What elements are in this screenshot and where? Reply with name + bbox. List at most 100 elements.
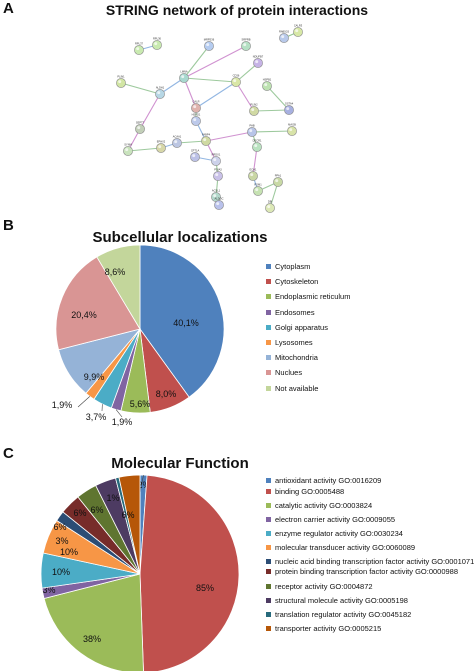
legend-label: catalytic activity GO:0003824 [275,501,373,511]
network-node-label: NDUFB7 [253,55,264,59]
network-node-label: ALDH1 [156,86,165,90]
network-node-acsl1: ACSL1 [211,189,221,202]
pie-label-translation-regulator-activity: 1% [106,493,119,503]
network-node-label: SYNM [124,143,132,147]
network-edge [120,82,161,95]
pie-label-antioxidant-activity: 2% [137,480,150,490]
network-node-fabp4: FABP4 [201,133,211,146]
network-edge [183,77,237,83]
network-edge [235,81,255,112]
legend-label: Endoplasmic reticulum [275,292,351,302]
network-edge [183,45,210,79]
network-node-srprb: SRPRB [241,38,251,51]
pie-label-molecular-transducer-activity: 10% [60,547,78,557]
network-edge [205,131,253,142]
legend-swatch [266,355,271,361]
network-node-aldoc: ALDOC [214,197,224,210]
panel-b-letter: B [3,217,14,234]
network-node-label: CALR [193,100,200,104]
network-edge [195,81,237,109]
network-node-label: RPL37 [135,42,143,46]
network-node-label: ALDOC [215,197,224,201]
pie-label-receptor-activity: 6% [73,508,86,518]
function-chart-title: Molecular Function [111,455,249,472]
network-node-rab5c6: RAB5C6 [279,30,290,43]
legend-swatch [266,569,271,575]
network-node-synm: SYNM [123,143,133,156]
pie-slice-catalytic-activity [43,573,144,671]
network-node-gsta4: GSTA4 [284,102,294,115]
network-node-label: CALR3 [294,24,303,28]
network-node-label: HSPB1 [263,78,272,82]
legend-label: nucleic acid binding transcription facto… [275,557,474,567]
pie-label-lysosomes: 1,9% [52,400,73,410]
panel-a-letter: A [3,0,14,17]
pie-label-golgi-apparatus: 3,7% [86,412,107,422]
network-node-label: CD36 [233,74,240,78]
legend-swatch [266,503,271,509]
network-edge [183,77,197,109]
network-node-aldh1: ALDH1 [155,86,165,99]
pie-leader-line [77,396,91,408]
pie-slice-transporter-activity [118,474,141,575]
legend-label: Endosomes [275,307,315,317]
pie-label-endoplasmic-reticulum: 5,6% [130,399,151,409]
network-edge [127,147,162,152]
network-node-label: PLIN1 [117,75,125,79]
network-node-label: GSTA4 [285,102,294,106]
network-edge [251,130,293,133]
legend-label: Nuclues [275,368,303,378]
network-node-pgm1: PGM1 [253,183,263,196]
legend-label: Lysosomes [275,337,313,347]
pie-slice-nuclues [55,256,141,351]
network-node-pdia3: PDIA3 [213,168,223,181]
legend-swatch [266,385,271,391]
network-node-hspb1: HSPB1 [262,78,272,91]
localization-pie: 40,1% 8,0% 5,6% 1,9% 3,7% 1,9% 9,9% 20,4% 8,6% [52,244,225,427]
network-edge [139,93,161,130]
pie-slice-binding [139,474,240,671]
pie-label-enzyme-regulator-activity: 10% [52,567,70,577]
network-node-label: PRDX1 [212,153,221,157]
pie-label-catalytic-activity: 38% [83,634,101,644]
network-node-mrps36: MRPS36 [204,38,215,51]
network-node-calr: CALR [191,100,201,113]
network-node-label: SRPRB [242,38,251,42]
legend-label: Cytoplasm [275,262,311,271]
legend-label: molecular transducer activity GO:0060089 [275,543,416,553]
network-node-label: RPL36 [153,37,161,41]
legend-swatch [266,370,271,376]
network-node-label: FABP4 [202,133,211,137]
network-node-rpl37: RPL37 [134,42,144,55]
pie-label-endosomes: 1,9% [112,417,133,427]
network-node-label: DECR1 [253,139,262,143]
network-node-acaa1: ACAA1 [172,135,182,148]
network-edge [253,109,290,112]
network-edge [266,85,290,111]
pie-label-not-available: 8,6% [105,267,126,277]
legend-label: transporter activity GO:0005215 [275,624,382,634]
legend-label: Cytoskeleton [275,277,319,287]
legend-swatch [266,478,271,483]
network-node-ephx2: EPHX2 [156,140,166,153]
network-node-label: MRPS36 [204,38,215,42]
legend-label: translation regulator activity GO:004518… [275,610,412,620]
pie-label-cytoskeleton: 8,0% [156,389,177,399]
network-node-hspd1: HSPD1 [191,113,201,126]
legend-swatch [266,279,271,285]
network-node-dbi: DBI [265,200,275,213]
legend-label: Not available [275,383,319,393]
network-node-lmna: LMNA [179,70,189,83]
pie-slice-cytoplasm [139,244,225,398]
pie-label-cytoplasm: 40,1% [173,318,199,328]
network-node-label: ACSL1 [212,189,221,193]
pie-label-nuclues: 20,4% [71,310,97,320]
legend-label: binding GO:0005488 [275,487,345,497]
network-node-label: PHB [249,124,255,128]
legend-swatch [266,559,271,565]
network-node-phb: PHB [247,124,257,137]
network-node-label: ECH1 [250,168,257,172]
network-node-label: CPT1A [191,149,200,153]
legend-swatch [266,264,271,269]
network-node-ndufb7: NDUFB7 [253,55,264,68]
